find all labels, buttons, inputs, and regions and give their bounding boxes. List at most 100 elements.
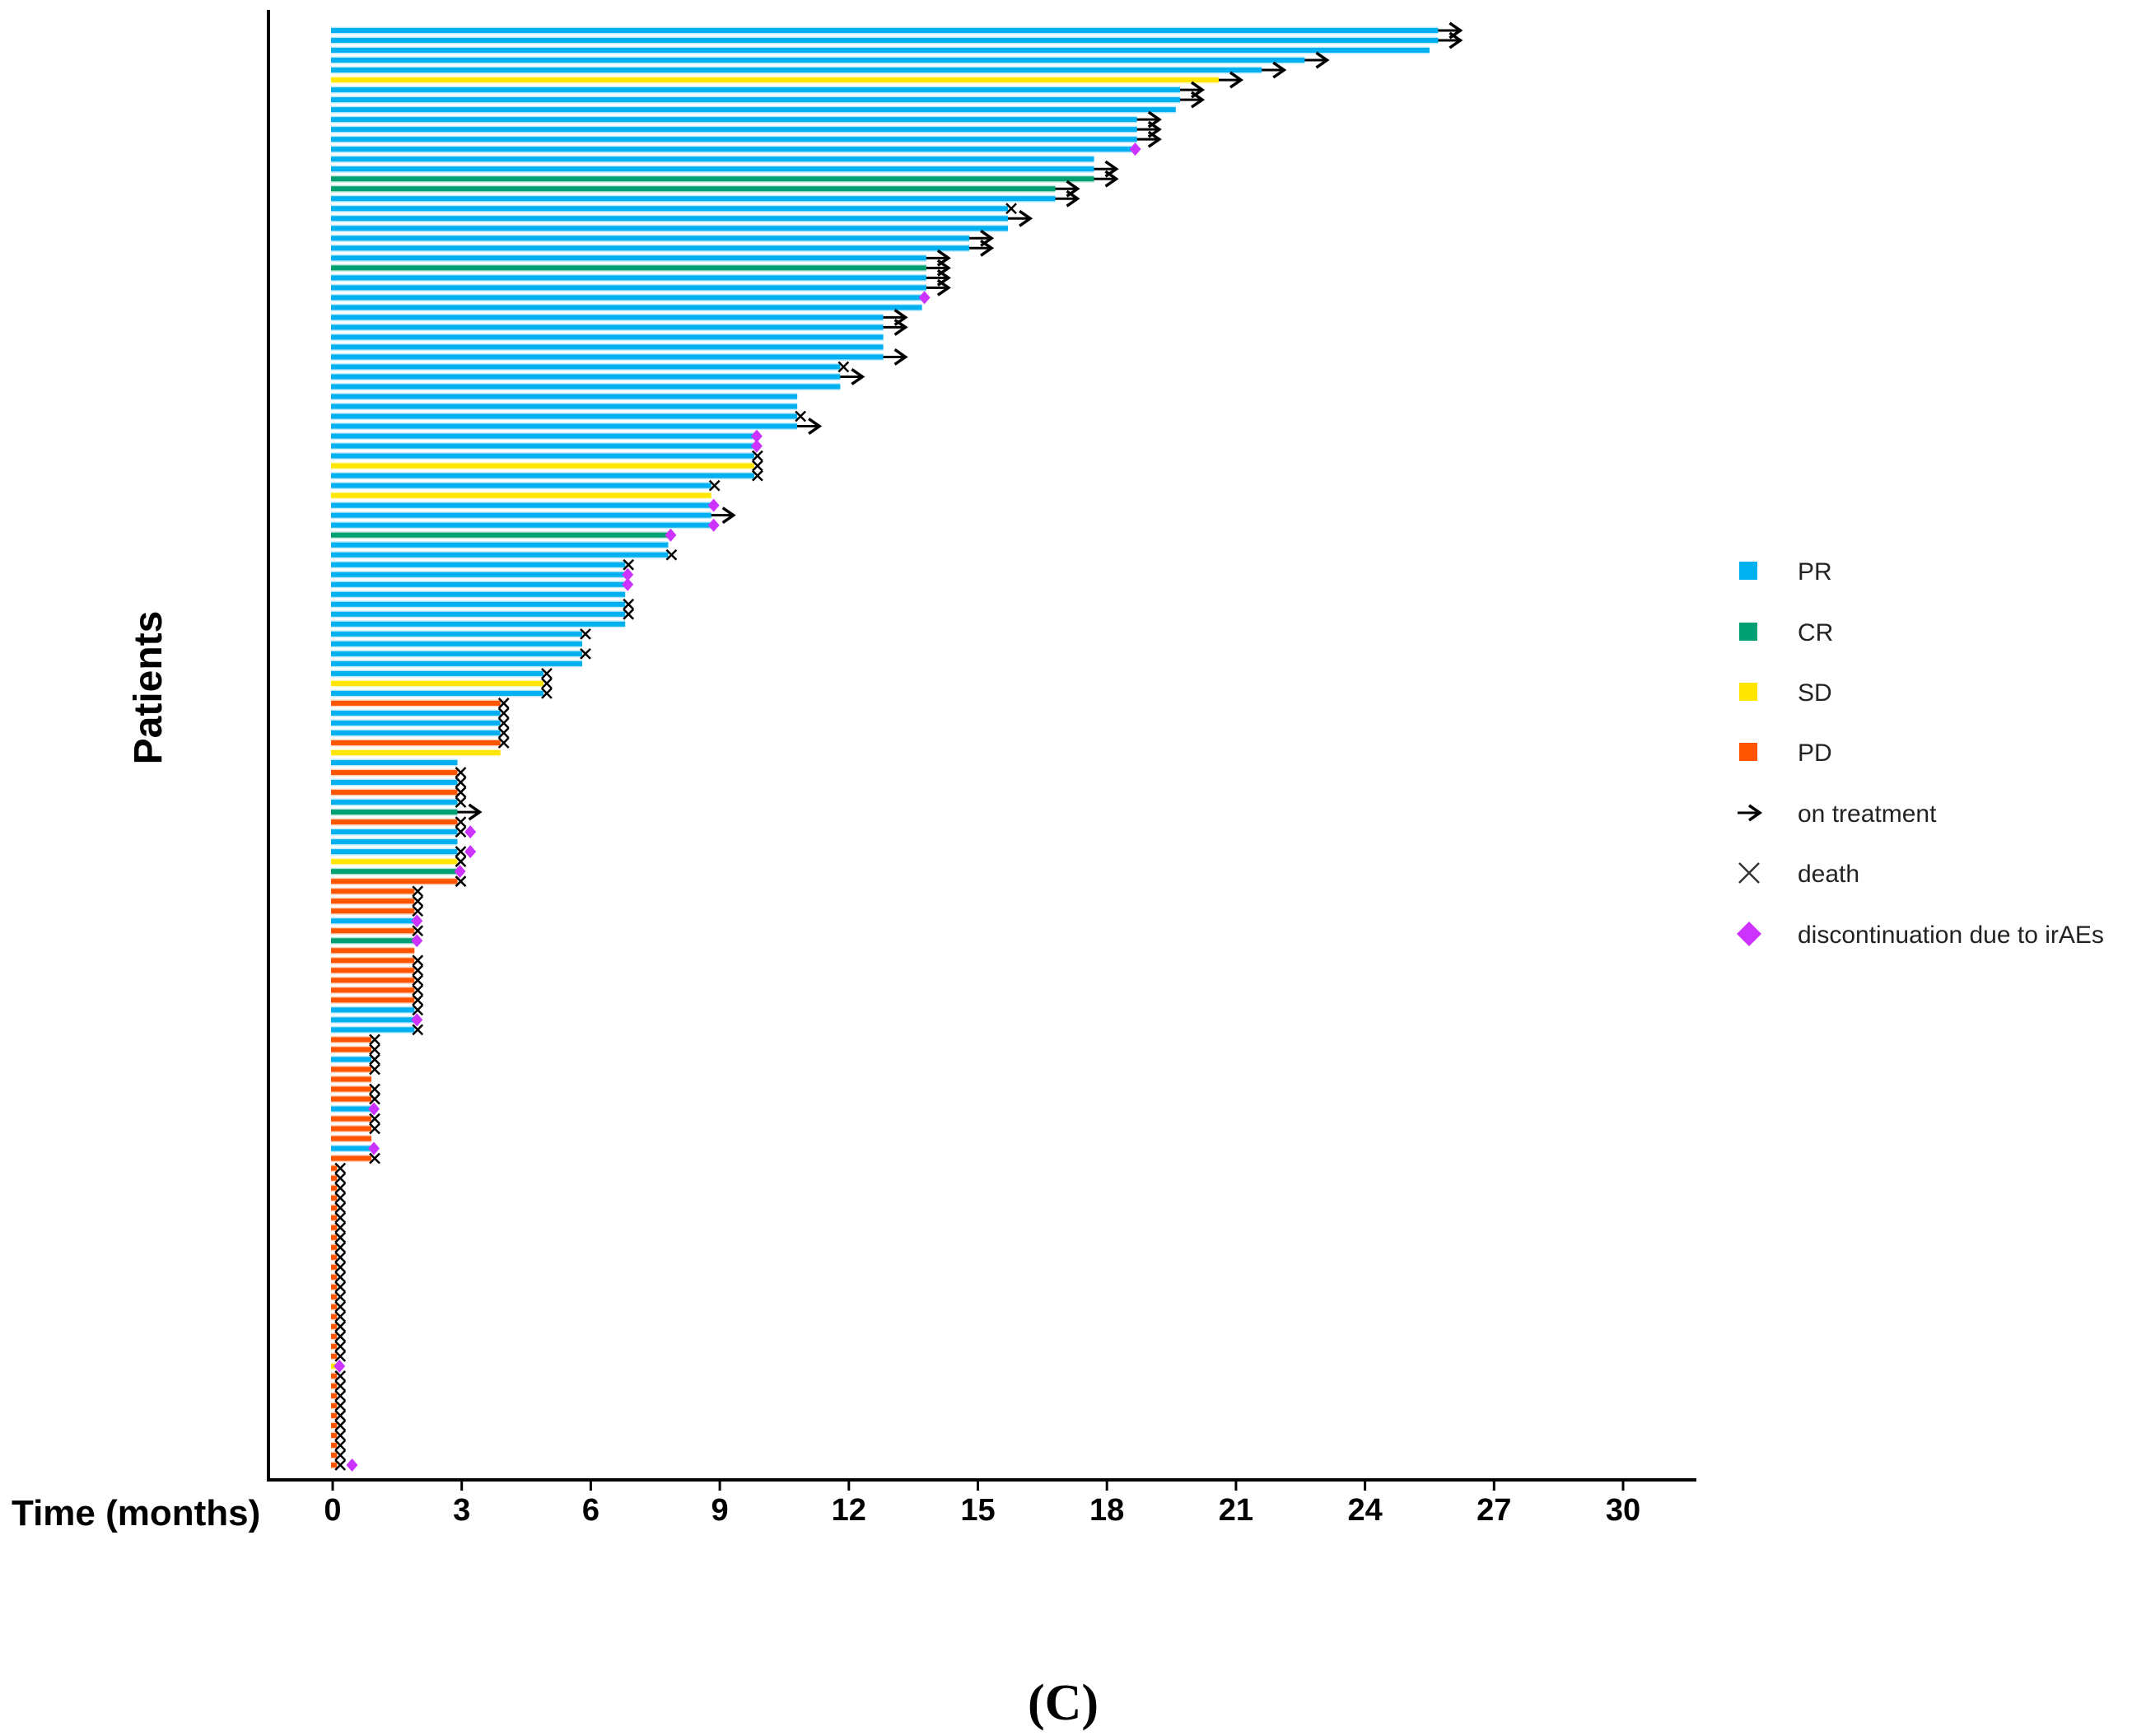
patient-bar — [331, 502, 711, 508]
patient-bar — [331, 48, 1430, 54]
cross-stroke — [497, 707, 510, 719]
patient-bar — [331, 581, 626, 587]
patient-bar — [331, 364, 841, 370]
patient-bar — [331, 1442, 338, 1448]
death-cross-icon — [334, 1290, 347, 1303]
death-cross-icon — [455, 767, 467, 778]
cross-stroke — [334, 1410, 347, 1421]
cross-stroke — [708, 479, 721, 492]
patient-bar — [331, 1463, 338, 1468]
death-cross-icon — [334, 1300, 347, 1313]
patient-bar — [331, 790, 458, 796]
death-cross-icon — [412, 954, 424, 967]
on-treatment-arrow-icon — [1738, 804, 1763, 822]
cross-stroke — [334, 1271, 347, 1283]
death-cross-icon — [334, 1271, 347, 1283]
irae-diamond-icon — [411, 1013, 423, 1027]
patient-bar — [331, 68, 1262, 73]
patient-bar — [331, 641, 582, 646]
death-cross-icon — [455, 816, 467, 828]
patient-bar — [331, 443, 754, 449]
patient-bar — [331, 275, 926, 281]
x-axis-ticks: 0 3 6 9 12 15 18 21 24 27 30 — [324, 1480, 1640, 1528]
cross-stroke — [665, 548, 678, 561]
patient-bar — [331, 1027, 415, 1033]
cross-stroke — [412, 895, 424, 908]
cross-stroke — [412, 954, 424, 967]
death-cross-icon — [334, 1172, 347, 1184]
cross-stroke — [455, 846, 467, 858]
arrow-head — [1104, 170, 1119, 188]
irae-diamond-icon — [334, 1359, 346, 1373]
cross-stroke — [1738, 862, 1760, 884]
cross-stroke — [334, 1440, 347, 1451]
death-cross-icon — [752, 450, 763, 462]
on-treatment-arrow-icon — [1304, 51, 1330, 69]
patient-bar — [331, 810, 458, 815]
death-cross-icon — [795, 410, 807, 422]
arrow-head — [468, 803, 483, 821]
patient-bar — [331, 948, 415, 954]
patient-bar — [331, 1274, 338, 1280]
cross-stroke — [334, 1202, 347, 1214]
arrow-head — [1229, 71, 1244, 89]
legend-label: on treatment — [1798, 800, 1937, 828]
patient-bar — [331, 87, 1180, 93]
irae-diamond-icon — [1737, 922, 1761, 946]
patient-bar — [331, 463, 754, 469]
patient-bar — [331, 670, 543, 676]
legend-label: SD — [1798, 679, 1832, 707]
cross-stroke — [369, 1043, 380, 1056]
irae-diamond-icon — [750, 439, 763, 453]
patient-bar — [331, 908, 415, 914]
legend-label: discontinuation due to irAEs — [1798, 922, 2104, 949]
y-axis-title: Patients — [127, 611, 170, 765]
cross-stroke — [752, 469, 763, 482]
cross-stroke — [334, 1350, 347, 1362]
death-cross-icon — [334, 1202, 347, 1214]
cross-stroke — [369, 1034, 380, 1046]
cross-stroke — [623, 558, 635, 571]
cross-stroke — [412, 1024, 424, 1036]
death-cross-icon — [837, 361, 850, 373]
death-cross-icon — [541, 668, 553, 679]
death-cross-icon — [334, 1310, 347, 1323]
death-cross-icon — [369, 1053, 380, 1066]
death-cross-icon — [580, 647, 591, 660]
death-cross-icon — [412, 895, 424, 908]
patient-bar — [331, 1215, 338, 1220]
patient-bar — [331, 690, 543, 696]
patient-bar — [331, 1383, 338, 1388]
death-cross-icon — [412, 1004, 424, 1016]
cross-stroke — [334, 1430, 347, 1441]
arrow-head — [1066, 189, 1080, 208]
cross-stroke — [334, 1182, 347, 1194]
patient-bar — [331, 928, 415, 934]
irae-diamond-icon — [368, 1141, 380, 1155]
death-cross-icon — [369, 1122, 380, 1135]
patient-bar — [331, 423, 798, 429]
patient-bar — [331, 196, 1056, 202]
death-cross-icon — [369, 1093, 380, 1105]
death-cross-icon — [334, 1340, 347, 1352]
patient-bar — [331, 720, 501, 726]
cross-stroke — [369, 1083, 380, 1095]
patient-bar — [331, 750, 501, 756]
patient-bar — [331, 176, 1094, 182]
cross-stroke — [497, 737, 510, 749]
arrow-head — [893, 348, 908, 366]
death-cross-icon — [334, 1320, 347, 1332]
patient-bar — [331, 1304, 338, 1309]
on-treatment-arrow-icon — [1179, 81, 1206, 99]
patient-bar — [331, 1185, 338, 1191]
cross-stroke — [455, 875, 467, 888]
patient-bar — [331, 601, 626, 607]
legend-label: CR — [1798, 619, 1833, 646]
patient-bar — [331, 58, 1305, 63]
cross-stroke — [455, 826, 467, 838]
death-cross-icon — [455, 777, 467, 788]
arrow-head — [808, 418, 823, 435]
cross-stroke — [455, 856, 467, 868]
death-cross-icon — [334, 1380, 347, 1392]
